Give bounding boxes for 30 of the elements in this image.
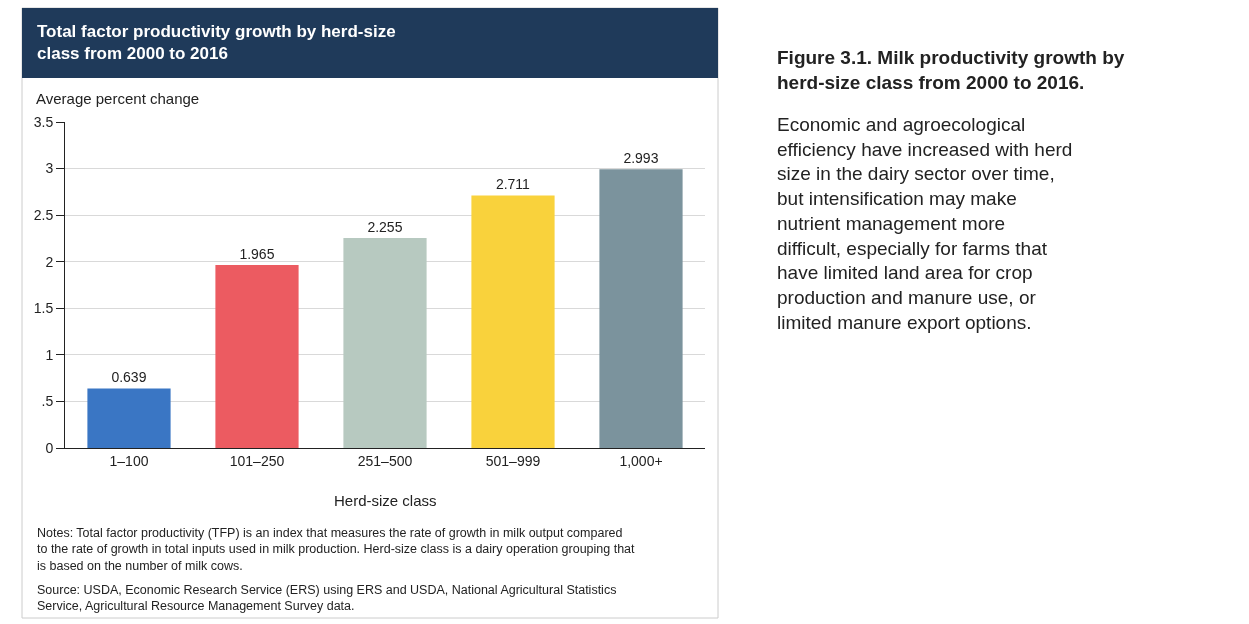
y-tick-label: 3: [45, 160, 54, 177]
y-tick-label: 0: [45, 439, 54, 456]
data-label: 0.639: [111, 369, 147, 386]
bar: [471, 195, 555, 448]
y-axis-title: Average percent change: [36, 90, 200, 107]
source-note: Source: USDA, Economic Research Service (ERS) using ERS and USDA, National Agricultural Statistics Service, Agricultural Resource Management Survey data.: [37, 583, 617, 614]
bar: [87, 388, 171, 448]
bar: [343, 237, 427, 448]
bar: [215, 264, 299, 448]
y-tick-label: 1: [45, 346, 54, 363]
x-tick-label: 1–100: [109, 452, 149, 469]
caption: Figure 3.1. Milk productivity growth by herd-size class from 2000 to 2016.: [777, 47, 1125, 93]
x-axis-title: Herd-size class: [334, 492, 437, 509]
data-label: 2.255: [367, 218, 403, 235]
y-tick-label: 2: [45, 253, 54, 270]
text: Notes: Total factor productivity (TFP) is an index that measures the rate of growth in milk output compared to the rate of growth in total inputs used in milk production. Herd-size class is a dairy operation grouping that is based on the number of milk cows.: [37, 526, 636, 573]
data-label: 1.965: [239, 245, 275, 262]
chart-title: Total factor productivity growth by herd-size class from 2000 to 2016: [37, 22, 396, 64]
x-tick-label: 101–250: [229, 452, 285, 469]
y-tick-label: 2.5: [33, 207, 54, 224]
y-tick-label: .5: [41, 393, 54, 410]
bar: [599, 169, 683, 448]
text: Economic and agroecological efficiency have increased with herd size in the dairy sector over time, but intensification may make nutrient management more difficult, especially for farms that have limited land area for crop production and manure use, or limited manure export options.: [777, 114, 1073, 333]
x-tick-label: 1,000+: [619, 452, 663, 469]
y-tick-label: 1.5: [33, 300, 54, 317]
x-tick-label: 251–500: [357, 452, 413, 469]
data-label: 2.711: [495, 176, 531, 193]
y-tick-label: 3.5: [33, 113, 54, 130]
x-tick-label: 501–999: [485, 452, 541, 469]
data-label: 2.993: [623, 150, 659, 167]
